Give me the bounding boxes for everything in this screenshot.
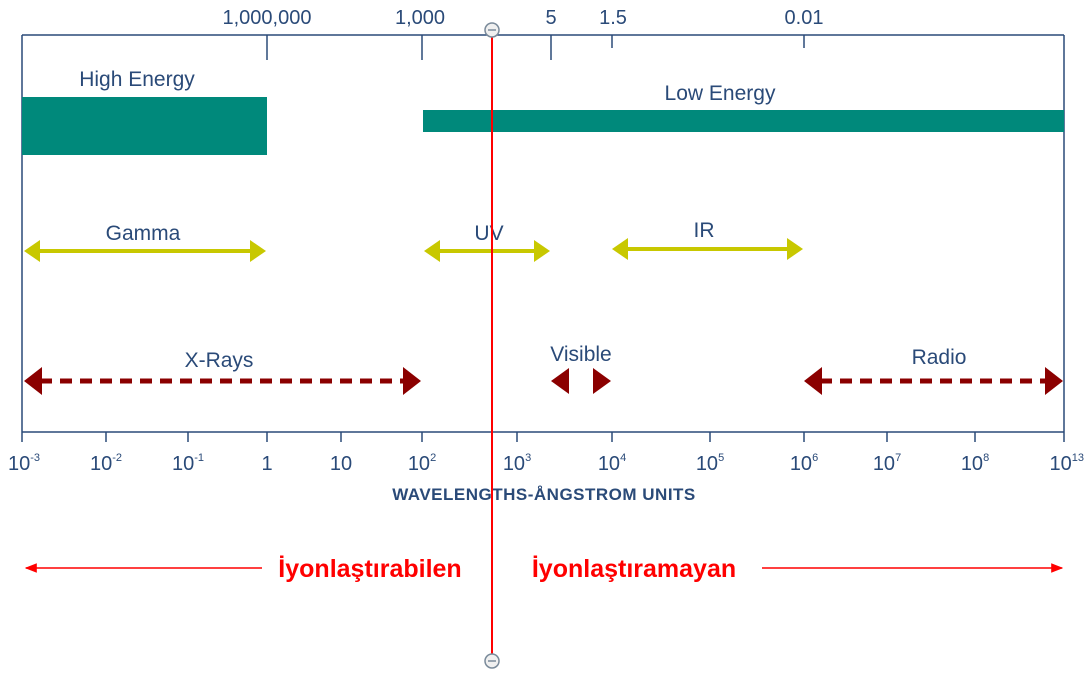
bottom-tick-label: 1 — [261, 453, 272, 475]
xrays-label: X-Rays — [185, 349, 254, 372]
bottom-tick-label: 10 — [330, 453, 352, 475]
gamma-range-arrow — [24, 240, 266, 262]
bottom-tick-label: 10-1 — [172, 452, 204, 475]
top-tick-label: 5 — [545, 7, 556, 29]
bottom-tick-label: 104 — [598, 452, 626, 475]
gamma-label: Gamma — [106, 222, 181, 245]
low-energy-label: Low Energy — [665, 82, 776, 105]
radio-range-arrow — [804, 367, 1063, 395]
high-energy-label: High Energy — [79, 68, 195, 91]
axis-title: WAVELENGTHS-ÅNGSTROM UNITS — [392, 485, 696, 504]
radio-label: Radio — [912, 346, 967, 369]
top-scale: 1,000,000 1,000 5 1.5 0.01 — [223, 7, 824, 60]
bottom-tick-label: 10-3 — [8, 452, 40, 475]
xrays-range-arrow — [24, 367, 421, 395]
non-ionizing-label: İyonlaştıramayan — [532, 555, 736, 583]
bottom-tick-label: 108 — [961, 452, 989, 475]
visible-range-arrow — [551, 368, 611, 394]
uv-label: UV — [474, 222, 503, 245]
bottom-tick-label: 107 — [873, 452, 901, 475]
top-tick-label: 1,000,000 — [223, 7, 312, 29]
divider-top-handle[interactable] — [484, 22, 500, 38]
bottom-axis-ticks: 10-3 10-2 10-1 1 10 102 103 104 105 106 107 108 1013 — [8, 432, 1084, 475]
bottom-tick-label: 106 — [790, 452, 818, 475]
bottom-tick-label: 1013 — [1050, 452, 1085, 475]
bottom-tick-label: 102 — [408, 452, 436, 475]
bottom-tick-label: 10-2 — [90, 452, 122, 475]
high-energy-band — [22, 97, 267, 155]
ir-range-arrow — [612, 238, 803, 260]
uv-range-arrow — [424, 240, 550, 262]
bottom-tick-label: 103 — [503, 452, 531, 475]
visible-label: Visible — [550, 343, 611, 366]
bottom-tick-label: 105 — [696, 452, 724, 475]
divider-bottom-handle[interactable] — [484, 653, 500, 669]
low-energy-band — [423, 110, 1064, 132]
ir-label: IR — [694, 219, 715, 242]
top-tick-label: 1,000 — [395, 7, 445, 29]
ionizing-label: İyonlaştırabilen — [278, 555, 461, 583]
top-tick-label: 0.01 — [785, 7, 824, 29]
top-tick-label: 1.5 — [599, 7, 627, 29]
